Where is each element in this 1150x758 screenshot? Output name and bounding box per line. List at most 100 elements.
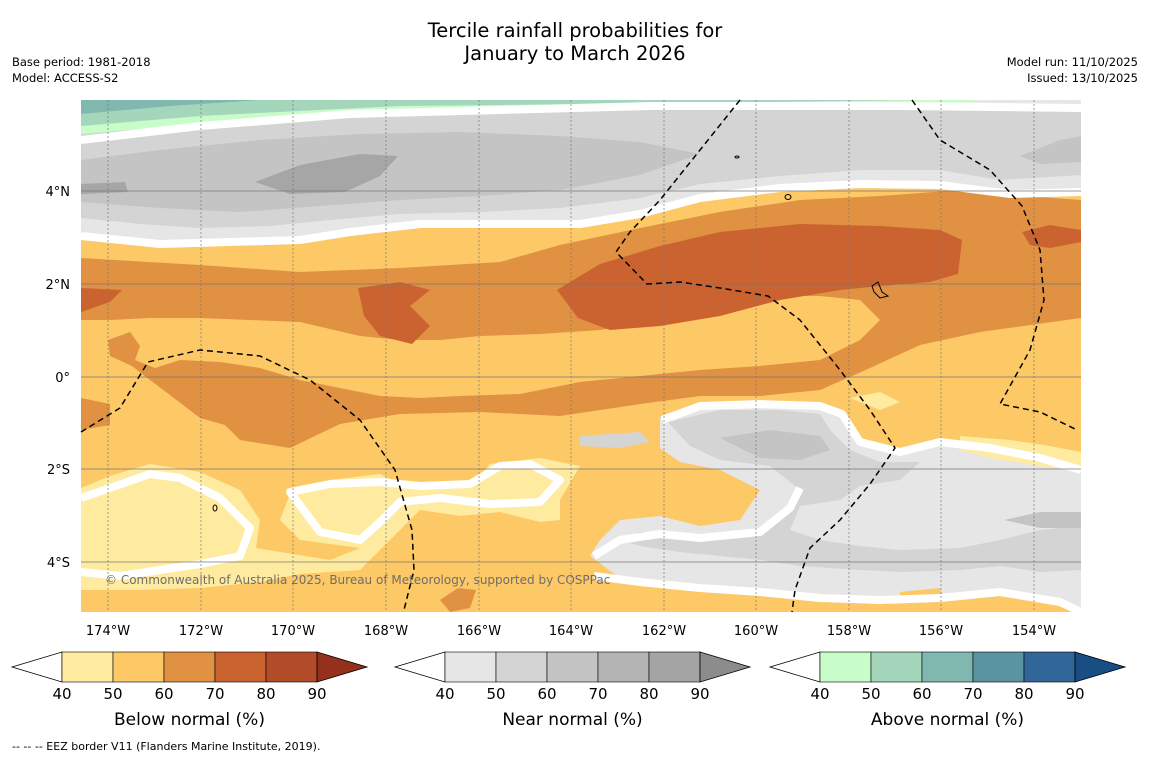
colorbar-tick: 90 [307,685,326,703]
colorbar-swatch [112,651,165,683]
contour-north-top [81,102,1081,144]
contour-40-lines [81,102,1081,612]
issued-label: Issued: 13/10/2025 [1027,71,1138,85]
region-below-70-southspot [440,588,476,612]
latitude-gridlines [81,190,1081,563]
model-run-label: Model run: 11/10/2025 [1006,55,1138,69]
rainfall-field [81,100,1081,612]
latitude-label: 4°S [47,556,70,571]
model-label: Model: ACCESS-S2 [12,71,119,85]
colorbar-label: Above normal (%) [871,710,1024,730]
colorbar-swatch [648,651,701,683]
region-near-80-northeast [1020,136,1081,164]
colorbar-tick: 60 [912,685,931,703]
region-near-80-north [255,154,398,194]
contour-south-lower [591,486,804,560]
colorbar-swatch [870,651,923,683]
longitude-label: 158°W [827,624,871,639]
eez-footnote: -- -- -- EEZ border V11 (Flanders Marine… [12,740,321,753]
colorbar-tick: 40 [810,685,829,703]
colorbar-tick: 90 [690,685,709,703]
title-line-2: January to March 2026 [464,42,686,65]
colorbar-swatch [546,651,599,683]
longitude-label: 170°W [271,624,315,639]
legends: 40 50 60 70 80 90 Below normal (%) 40 50 60 70 80 90… [10,651,1127,730]
colorbar-over-triangle [1074,651,1127,683]
longitude-label: 160°W [734,624,778,639]
map-figure: © Commonwealth of Australia 2025, Bureau… [10,99,1127,730]
colorbar-swatch [1023,651,1076,683]
contour-north [81,180,1081,248]
colorbar-swatch [163,651,216,683]
longitude-label: 162°W [642,624,686,639]
colorbar-over-triangle [316,651,369,683]
island-1 [784,194,792,200]
base-info: Base period: 1981-2018 Model: ACCESS-S2 [12,54,151,86]
longitude-gridlines [107,100,1035,612]
colorbar-under-triangle [10,651,63,683]
region-near-80-northwest [81,182,128,194]
colorbar-tick: 60 [537,685,556,703]
longitude-label: 154°W [1012,624,1056,639]
longitude-label: 156°W [919,624,963,639]
colorbar-tick: 60 [154,685,173,703]
longitude-labels: 174°W 172°W 170°W 168°W 166°W 164°W 162°W 160°W… [86,624,1056,639]
longitude-label: 174°W [86,624,130,639]
latitude-label: 2°N [46,278,71,293]
island-3 [734,155,740,159]
colorbar-legend: 40 50 60 70 80 90 Below normal (%) [10,651,369,730]
colorbar-swatch [819,651,872,683]
region-near-60-south [620,410,1081,572]
colorbar-tick: 80 [639,685,658,703]
base-period-label: Base period: 1981-2018 [12,55,151,69]
colorbar-swatch [597,651,650,683]
copyright-text: © Commonwealth of Australia 2025, Bureau… [105,573,610,587]
latitude-label: 0° [55,371,70,386]
latitude-label: 4°N [46,185,71,200]
colorbar-label: Below normal (%) [114,710,265,730]
longitude-label: 164°W [549,624,593,639]
colorbar-tick: 70 [588,685,607,703]
region-near-70-southeast [1004,512,1081,528]
latitude-label: 2°S [47,463,70,478]
colorbar-swatch [214,651,267,683]
colorbar-swatch [444,651,497,683]
colorbar-swatch [972,651,1025,683]
colorbar-swatch [495,651,548,683]
eez-border-central [615,99,896,613]
region-below-80-central [557,224,962,330]
colorbar-under-triangle [768,651,821,683]
colorbar-label: Near normal (%) [502,710,642,730]
colorbar-over-triangle [699,651,752,683]
region-near-60-southmid2 [580,432,650,448]
islands [212,155,890,512]
graticule [81,100,1081,612]
colorbar-under-triangle [393,651,446,683]
colorbar-tick: 90 [1065,685,1084,703]
longitude-label: 166°W [457,624,501,639]
eez-border-west [80,349,415,611]
colorbar-tick: 50 [486,685,505,703]
title-line-1: Tercile rainfall probabilities for [427,19,723,42]
run-info: Model run: 11/10/2025 Issued: 13/10/2025 [1007,54,1138,86]
colorbar-tick: 50 [103,685,122,703]
longitude-label: 168°W [364,624,408,639]
colorbar-legend: 40 50 60 70 80 90 Near normal (%) [393,651,752,730]
region-above-60-north [81,100,920,126]
region-below-80-farwest [81,288,122,312]
colorbar-tick: 40 [52,685,71,703]
contour-south-east [660,400,1081,474]
region-above-70-north [81,100,260,114]
longitude-label: 172°W [179,624,223,639]
contour-southwest [81,470,254,580]
colorbar-tick: 80 [1014,685,1033,703]
contour-bottom [593,572,1081,612]
colorbar-swatch [921,651,974,683]
region-below-80-west [358,282,430,344]
latitude-labels: 4°N 2°N 0° 2°S 4°S [46,185,71,571]
island-2 [212,504,218,512]
colorbar-swatch [265,651,318,683]
region-below-70-west [81,398,110,430]
region-below-50-east [850,392,900,410]
eez-borders [80,99,1078,613]
